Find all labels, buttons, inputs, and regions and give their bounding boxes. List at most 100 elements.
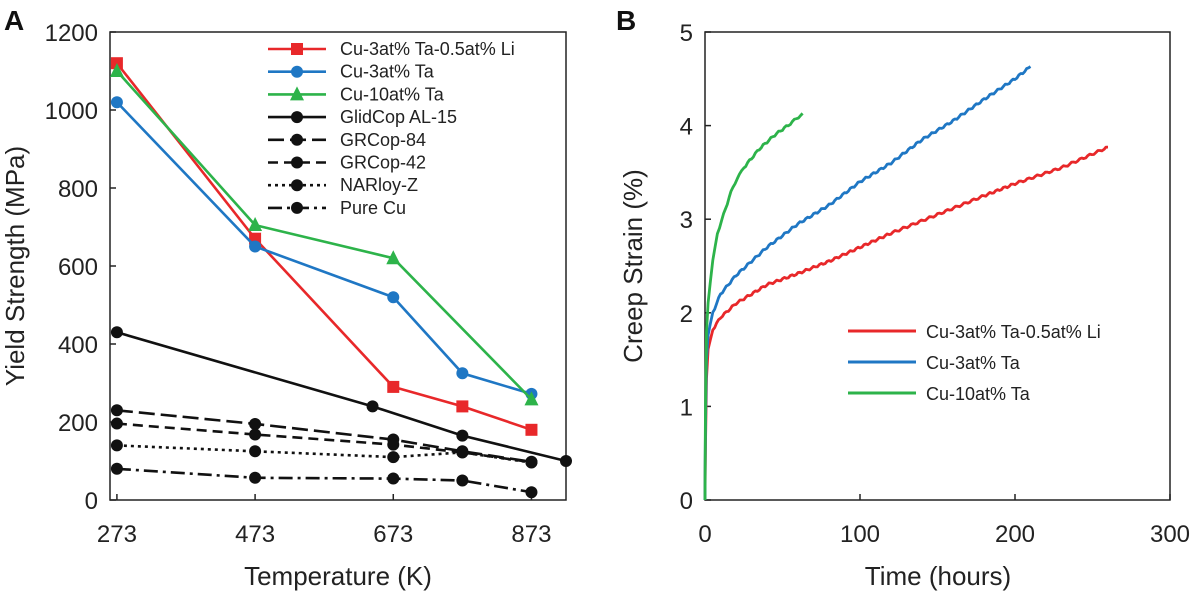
legend-item-grcop-42: GRCop-42 xyxy=(268,153,426,173)
data-point-glidcop-al-15 xyxy=(110,326,123,339)
panel-b-y-tick-label: 1 xyxy=(680,394,693,421)
data-point-grcop-42 xyxy=(387,438,400,451)
legend-marker xyxy=(290,86,304,101)
data-point-cu-10at-ta xyxy=(524,391,539,406)
series-grcop-42 xyxy=(110,417,538,469)
data-point-narloy-z xyxy=(456,446,469,459)
data-point-cu-10at-ta xyxy=(248,217,263,232)
legend-label: GRCop-42 xyxy=(340,153,426,173)
data-point-cu-3at-ta-0-5at-li xyxy=(525,423,538,436)
data-point-cu-3at-ta xyxy=(456,367,469,380)
panel-a-x-tick-label: 473 xyxy=(235,521,275,548)
legend-item-cu-10at-ta: Cu-10at% Ta xyxy=(268,84,445,104)
panel-b-plot-frame xyxy=(704,31,1171,501)
data-point-cu-3at-ta-0-5at-li xyxy=(456,400,469,413)
legend-item-glidcop-al-15: GlidCop AL-15 xyxy=(268,107,457,127)
legend-label: Cu-3at% Ta xyxy=(926,353,1021,373)
data-point-narloy-z xyxy=(249,445,262,458)
legend-label: Cu-3at% Ta-0.5at% Li xyxy=(340,39,515,59)
legend-label: NARloy-Z xyxy=(340,175,418,195)
series-cu-3at-ta-0-5at-li xyxy=(110,57,538,436)
series-curve-cu-3at-ta xyxy=(703,65,1032,501)
legend-marker xyxy=(291,65,303,78)
legend-label: Cu-3at% Ta xyxy=(340,62,435,82)
panel-b-x-tick-label: 200 xyxy=(995,521,1035,548)
legend-item-cu-3at-ta: Cu-3at% Ta xyxy=(268,62,435,82)
legend-label: Cu-3at% Ta-0.5at% Li xyxy=(926,322,1101,342)
panel-a-y-tick-label: 1200 xyxy=(45,20,98,47)
series-grcop-84 xyxy=(110,404,538,468)
data-point-pure-cu xyxy=(249,471,262,484)
data-point-pure-cu xyxy=(456,474,469,487)
legend-item-grcop-84: GRCop-84 xyxy=(268,130,426,150)
panel-a-y-tick-label: 400 xyxy=(58,332,98,359)
panel-b-y-tick-label: 2 xyxy=(680,301,693,328)
panel-b-x-tick-label: 100 xyxy=(840,521,880,548)
data-point-cu-10at-ta xyxy=(386,250,401,265)
panel-b-y-axis-label: Creep Strain (%) xyxy=(618,169,648,363)
legend-marker xyxy=(291,179,303,192)
series-line-narloy-z xyxy=(116,444,532,464)
data-point-grcop-42 xyxy=(249,428,262,441)
panel-b-letter: B xyxy=(616,5,636,36)
legend-marker xyxy=(291,133,303,146)
panel-b-y-tick-label: 4 xyxy=(680,114,693,141)
series-line-glidcop-al-15 xyxy=(116,331,567,463)
series-curve-cu-10at-ta xyxy=(703,112,804,501)
legend-item-narloy-z: NARloy-Z xyxy=(268,175,418,195)
series-glidcop-al-15 xyxy=(110,326,572,467)
panel-b-creep-strain-chart: B 0 100 200 300 0 1 2 3 4 5 Cu-3at% Ta-0.5at% Li C… xyxy=(616,5,1190,591)
panel-a-y-axis-label: Yield Strength (MPa) xyxy=(0,146,30,386)
legend-label: GlidCop AL-15 xyxy=(340,107,457,127)
series-line-grcop-42 xyxy=(116,422,532,464)
legend-marker xyxy=(291,156,303,169)
legend-label: Cu-10at% Ta xyxy=(340,84,445,104)
data-point-glidcop-al-15 xyxy=(456,429,469,442)
panel-a-y-tick-label: 800 xyxy=(58,176,98,203)
panel-a-y-tick-label: 600 xyxy=(58,254,98,281)
legend-label: Cu-10at% Ta xyxy=(926,384,1031,404)
data-point-cu-3at-ta xyxy=(249,240,262,253)
panel-b-x-tick-label: 0 xyxy=(698,521,711,548)
legend-marker xyxy=(291,201,303,214)
panel-a-plot-frame xyxy=(109,31,567,501)
panel-a-y-tick-label: 1000 xyxy=(45,98,98,125)
series-line-cu-10at-ta xyxy=(115,70,533,401)
panel-b-y-tick-label: 3 xyxy=(680,207,693,234)
data-point-narloy-z xyxy=(525,456,538,469)
legend-label: Pure Cu xyxy=(340,198,406,218)
data-point-narloy-z xyxy=(387,451,400,464)
data-point-pure-cu xyxy=(525,486,538,499)
data-point-cu-3at-ta xyxy=(387,291,400,304)
series-pure-cu xyxy=(110,462,538,499)
data-point-glidcop-al-15 xyxy=(366,400,379,413)
panel-b-y-tick-label: 0 xyxy=(680,488,693,515)
legend-item-cu-3at-ta: Cu-3at% Ta xyxy=(848,353,1021,373)
data-point-narloy-z xyxy=(110,439,123,452)
legend-label: GRCop-84 xyxy=(340,130,426,150)
panel-b-y-tick-label: 5 xyxy=(680,20,693,47)
panel-a-y-tick-label: 0 xyxy=(85,488,98,515)
legend-item-cu-3at-ta-0-5at-li: Cu-3at% Ta-0.5at% Li xyxy=(268,39,515,59)
data-point-pure-cu xyxy=(387,472,400,485)
series-curve-cu-3at-ta-0-5at-li xyxy=(703,145,1108,501)
panel-b-x-axis-label: Time (hours) xyxy=(865,561,1011,591)
legend-item-pure-cu: Pure Cu xyxy=(268,198,406,218)
data-point-grcop-84 xyxy=(110,404,123,417)
data-point-cu-3at-ta-0-5at-li xyxy=(387,380,400,393)
data-point-glidcop-al-15 xyxy=(560,455,572,467)
legend-item-cu-3at-ta-0-5at-li: Cu-3at% Ta-0.5at% Li xyxy=(848,322,1101,342)
series-cu-3at-ta xyxy=(110,96,538,400)
panel-a-x-tick-label: 273 xyxy=(97,521,137,548)
data-point-grcop-84 xyxy=(249,417,262,430)
data-point-grcop-42 xyxy=(110,417,123,430)
series-cu-10at-ta xyxy=(109,63,539,406)
panel-a-yield-strength-chart: A 273 473 673 873 0 200 400 600 800 1000 1200 Cu-3… xyxy=(0,5,572,591)
series-narloy-z xyxy=(110,439,538,469)
series-line-pure-cu xyxy=(116,467,532,494)
panel-a-x-tick-label: 673 xyxy=(373,521,413,548)
legend-marker xyxy=(291,111,303,124)
panel-a-y-tick-label: 200 xyxy=(58,410,98,437)
panel-b-x-tick-label: 300 xyxy=(1150,521,1190,548)
